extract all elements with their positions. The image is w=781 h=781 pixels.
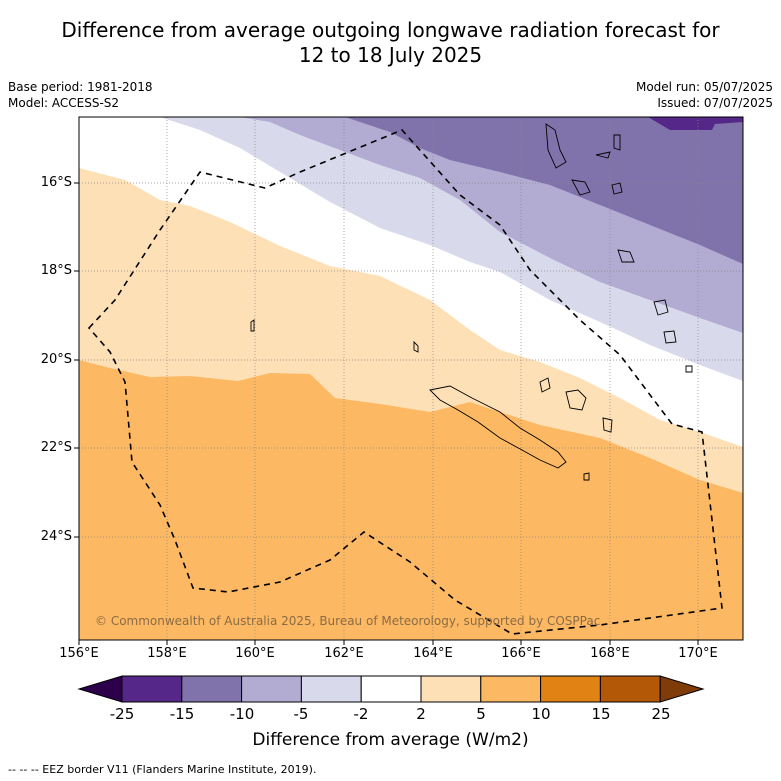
colorbar-title: Difference from average (W/m2) — [252, 730, 529, 750]
islands — [250, 123, 693, 481]
colorbar-segment — [181, 675, 243, 703]
x-tick-label: 156°E — [59, 646, 99, 661]
base-period: Base period: 1981-2018 — [8, 80, 153, 94]
eez-footnote: -- -- -- EEZ border V11 (Flanders Marine… — [8, 763, 317, 776]
colorbar-extend-high — [659, 675, 705, 703]
vanuatu-island-small-3 — [613, 134, 621, 151]
issued-date: Issued: 07/07/2025 — [657, 96, 773, 110]
vanuatu-island-small-2 — [611, 182, 623, 195]
meta-right: Model run: 05/07/2025 Issued: 07/07/2025 — [636, 79, 773, 111]
colorbar — [77, 675, 705, 703]
colorbar-extend-low — [77, 675, 123, 703]
x-tick-label: 164°E — [413, 646, 453, 661]
island-small-5 — [602, 417, 613, 433]
colorbar-label: 2 — [416, 705, 426, 723]
y-tick-label: 18°S — [40, 263, 72, 278]
eez-border — [87, 129, 723, 635]
island-small-4 — [685, 365, 693, 373]
x-tick-label: 160°E — [235, 646, 275, 661]
colorbar-label: 25 — [651, 705, 671, 723]
y-tick-label: 22°S — [40, 440, 72, 455]
y-tick-marks — [74, 182, 79, 538]
x-tick-label: 168°E — [590, 646, 630, 661]
loyalty-island-3 — [583, 472, 590, 481]
colorbar-segment — [540, 675, 601, 703]
colorbar-segment — [121, 675, 183, 703]
colorbar-label: -15 — [169, 705, 195, 723]
colorbar-segment — [360, 675, 422, 703]
vanuatu-espiritu-santo — [545, 123, 567, 169]
x-tick-label: 162°E — [324, 646, 364, 661]
model-run: Model run: 05/07/2025 — [635, 80, 773, 94]
colorbar-label: -10 — [229, 705, 255, 723]
colorbar-label: -25 — [109, 705, 135, 723]
vanuatu-island-small-1 — [595, 151, 611, 159]
x-tick-label: 170°E — [678, 646, 718, 661]
colorbar-label: 5 — [476, 705, 486, 723]
vanuatu-efate — [617, 249, 635, 263]
x-tick-label: 166°E — [501, 646, 541, 661]
band-minus10-minus15 — [345, 117, 743, 264]
colorbar-segment — [241, 675, 302, 703]
title-line-1: Difference from average outgoing longwav… — [61, 18, 720, 42]
vanuatu-malekula — [571, 179, 591, 196]
copyright-notice: © Commonwealth of Australia 2025, Bureau… — [95, 614, 601, 628]
colorbar-segment — [599, 675, 661, 703]
island-small-6 — [250, 319, 255, 332]
x-tick-label: 158°E — [147, 646, 187, 661]
colorbar-label: 10 — [531, 705, 551, 723]
vanuatu-erromango — [653, 299, 669, 316]
y-tick-label: 24°S — [40, 529, 72, 544]
colorbar-label: -2 — [353, 705, 369, 723]
y-tick-label: 20°S — [40, 352, 72, 367]
map-frame — [78, 116, 744, 641]
chart-title: Difference from average outgoing longwav… — [0, 18, 781, 68]
colorbar-label: -5 — [293, 705, 309, 723]
y-tick-label: 16°S — [40, 175, 72, 190]
title-line-2: 12 to 18 July 2025 — [298, 43, 483, 67]
colorbar-segment — [300, 675, 362, 703]
colorbar-segment — [480, 675, 542, 703]
loyalty-island-2 — [539, 377, 551, 393]
loyalty-island-1 — [565, 389, 587, 411]
vanuatu-tanna — [663, 330, 677, 344]
new-caledonia-island — [429, 385, 567, 469]
colorbar-segment — [420, 675, 482, 703]
x-tick-marks — [78, 640, 699, 645]
colorbar-label: 15 — [591, 705, 611, 723]
meta-left: Base period: 1981-2018 Model: ACCESS-S2 — [8, 79, 153, 111]
band-minus15-minus25 — [648, 117, 743, 130]
gridlines — [79, 117, 743, 640]
model-name: Model: ACCESS-S2 — [8, 96, 120, 110]
island-small-7 — [413, 340, 419, 353]
